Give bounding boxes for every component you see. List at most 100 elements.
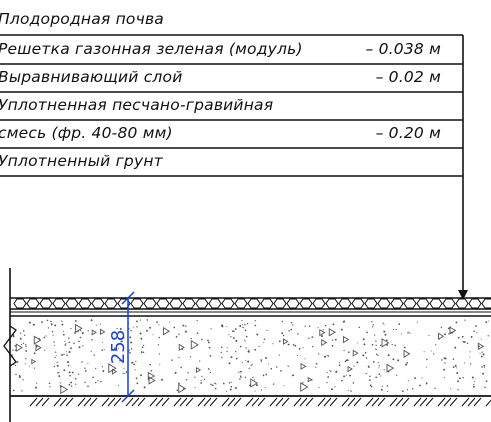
aggregate-grain [485, 380, 488, 382]
aggregate-grain [90, 350, 92, 352]
aggregate-grain [302, 347, 304, 349]
layer-label-lawn-grid: Решетка газонная зеленая (модуль) [0, 40, 303, 58]
soil-hatch-mark [233, 397, 242, 407]
soil-hatch-mark [185, 397, 194, 407]
aggregate-grain [474, 325, 477, 327]
soil-hatch-mark [161, 397, 170, 407]
aggregate-grain [56, 364, 59, 367]
aggregate-grain [272, 383, 275, 385]
aggregate-grain [469, 351, 471, 353]
aggregate-grain [444, 362, 446, 364]
aggregate-grain [180, 366, 182, 369]
aggregate-grain [12, 335, 15, 338]
aggregate-grain [347, 351, 350, 354]
aggregate-grain [23, 334, 26, 336]
aggregate-grain [228, 334, 230, 336]
aggregate-grain [118, 343, 120, 345]
aggregate-grain [265, 373, 268, 376]
aggregate-grain [129, 351, 131, 354]
layer-label-topsoil: Плодородная почва [0, 10, 164, 28]
aggregate-grain [469, 356, 471, 358]
aggregate-grain [487, 335, 489, 337]
aggregate-stone [196, 366, 202, 373]
aggregate-grain [387, 354, 390, 357]
aggregate-grain [116, 327, 118, 330]
aggregate-grain [435, 344, 437, 346]
aggregate-grain [19, 337, 22, 340]
aggregate-grain [68, 337, 70, 340]
layer-label-leveling: Выравнивающий слой [0, 68, 183, 86]
aggregate-grain [298, 348, 301, 350]
aggregate-grain [352, 382, 355, 384]
aggregate-grain [443, 377, 445, 379]
soil-hatch-mark [353, 397, 362, 407]
aggregate-grain [276, 366, 278, 368]
aggregate-grain [423, 351, 425, 353]
aggregate-grain [226, 350, 228, 353]
aggregate-grain [232, 337, 235, 339]
aggregate-grain [345, 359, 348, 362]
aggregate-grain [123, 337, 125, 339]
aggregate-grain [22, 330, 25, 332]
aggregate-grain [207, 368, 210, 370]
aggregate-grain [239, 345, 242, 348]
lawn-grid-cell [403, 298, 417, 309]
aggregate-grain [207, 339, 209, 342]
aggregate-grain [318, 387, 320, 389]
aggregate-grain [87, 330, 89, 332]
aggregate-grain [455, 321, 458, 324]
aggregate-grain [365, 357, 368, 359]
soil-hatch-mark [347, 397, 356, 407]
aggregate-grain [480, 355, 483, 358]
aggregate-grain [336, 370, 338, 372]
aggregate-grain [67, 361, 69, 364]
aggregate-grain [209, 371, 212, 374]
aggregate-grain [36, 382, 38, 384]
aggregate-stone [178, 383, 187, 394]
aggregate-grain [366, 331, 368, 334]
aggregate-grain [200, 382, 203, 384]
soil-hatch-mark [269, 397, 278, 407]
aggregate-grain [134, 369, 136, 371]
soil-hatch-mark [101, 397, 110, 407]
aggregate-grain [448, 333, 450, 335]
aggregate-grain [457, 389, 459, 391]
lawn-grid-cell [91, 298, 105, 309]
aggregate-grain [349, 374, 351, 377]
aggregate-grain [130, 329, 132, 332]
aggregate-grain [200, 380, 202, 382]
aggregate-grain [244, 323, 246, 326]
aggregate-grain [444, 357, 447, 360]
aggregate-grain [370, 385, 373, 388]
aggregate-grain [464, 362, 466, 364]
aggregate-grain [332, 323, 335, 326]
aggregate-grain [74, 377, 77, 380]
aggregate-grain [456, 372, 459, 374]
aggregate-grain [375, 340, 377, 342]
soil-hatch-mark [299, 397, 308, 407]
aggregate-grain [264, 386, 266, 388]
aggregate-grain [28, 321, 31, 324]
aggregate-grain [92, 376, 94, 379]
soil-hatch-mark [281, 397, 290, 407]
aggregate-stone [343, 335, 350, 344]
lawn-grid-cell [104, 298, 118, 309]
aggregate-grain [398, 323, 401, 325]
aggregate-grain [260, 389, 263, 391]
aggregate-grain [386, 385, 389, 387]
aggregate-grain [290, 321, 293, 324]
aggregate-grain [174, 371, 177, 374]
aggregate-grain [33, 352, 36, 355]
aggregate-grain [64, 341, 66, 343]
aggregate-grain [214, 387, 217, 390]
aggregate-grain [194, 376, 196, 378]
aggregate-grain [253, 379, 255, 381]
aggregate-grain [450, 388, 452, 390]
aggregate-grain [220, 351, 222, 354]
aggregate-grain [430, 350, 432, 352]
aggregate-grain [403, 346, 406, 349]
layer-label-compacted-soil: Уплотненный грунт [0, 152, 164, 170]
aggregate-grain [16, 361, 19, 363]
aggregate-grain [302, 382, 304, 384]
